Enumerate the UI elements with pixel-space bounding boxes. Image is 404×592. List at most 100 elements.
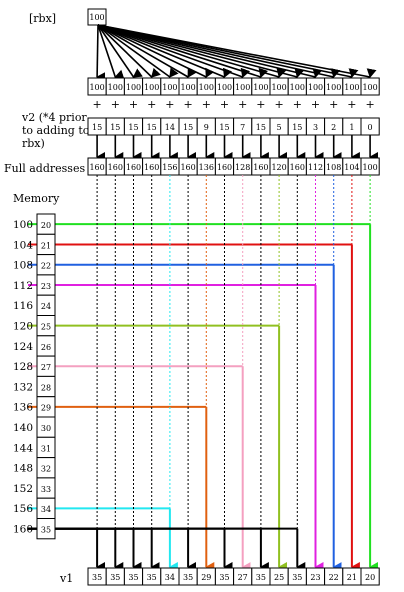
broadcast-arrow [97,24,197,78]
broadcast-arrow [97,24,215,78]
memory-value: 27 [41,363,51,372]
memory-value: 31 [41,444,51,453]
plus-sign: + [274,98,283,111]
v2-value: 15 [92,123,102,132]
full-address-value: 136 [199,163,214,172]
memory-address: 108 [13,260,33,272]
memory-value: 35 [41,526,51,535]
broadcast-value: 100 [126,83,141,92]
v1-value: 35 [219,573,229,582]
memory-gather-lines [28,223,379,572]
broadcast-arrow [97,24,161,78]
memory-address: 124 [13,341,33,353]
memory-address: 100 [13,219,33,231]
broadcast-value: 100 [180,83,195,92]
full-addresses-label: Full addresses [4,162,85,175]
plus-sign: + [365,98,374,111]
plus-sign: + [165,98,174,111]
memory-address: 116 [13,300,33,312]
memory-value: 24 [41,302,51,311]
v2-label-line3: rbx) [22,137,45,150]
broadcast-value: 100 [253,83,268,92]
v1-value: 35 [147,573,157,582]
v1-value: 23 [310,573,320,582]
v2-row: 15 15 15 15 14 15 9 15 7 15 5 15 3 2 1 0 [87,117,380,136]
v1-value: 35 [92,573,102,582]
v1-value: 27 [238,573,248,582]
full-address-value: 120 [271,163,286,172]
full-address-value: 160 [89,163,104,172]
v1-value: 34 [165,573,175,582]
memory-value: 28 [41,383,51,392]
rbx-value: 100 [89,13,104,22]
v2-value: 15 [128,123,138,132]
plus-sign: + [311,98,320,111]
full-address-value: 160 [217,163,232,172]
broadcast-arrow [97,24,251,78]
memory-address: 156 [13,503,33,515]
v2-value: 15 [183,123,193,132]
v1-value: 35 [128,573,138,582]
memory-value: 30 [41,424,51,433]
full-address-value: 108 [326,163,341,172]
full-address-value: 156 [162,163,177,172]
v1-value: 35 [256,573,266,582]
full-address-value: 112 [308,163,323,172]
full-address-value: 104 [344,163,359,172]
memory-value: 25 [41,323,51,332]
broadcast-row: 100 100 100 100 100 100 100 100 100 100 100 100 100 1… [87,77,380,96]
full-address-value: 160 [108,163,123,172]
memory-address: 160 [13,524,33,536]
plus-sign: + [347,98,356,111]
v1-value: 29 [201,573,211,582]
broadcast-value: 100 [344,83,359,92]
plus-sign: + [147,98,156,111]
memory-address: 140 [13,422,33,434]
v2-value: 15 [110,123,120,132]
v2-value: 7 [240,123,245,132]
plus-sign: + [220,98,229,111]
memory-cell [36,518,56,540]
full-address-value: 160 [253,163,268,172]
plus-sign: + [293,98,302,111]
full-address-value: 160 [180,163,195,172]
plus-sign: + [329,98,338,111]
plus-sign: + [256,98,265,111]
memory-value: 23 [41,282,51,291]
v2-value: 3 [313,123,318,132]
plus-row: + + + + + + + + + + + + + + + + [92,98,374,111]
memory-value: 32 [41,465,51,474]
full-address-value: 160 [126,163,141,172]
v2-value: 2 [331,123,336,132]
memory-address: 128 [13,361,33,373]
broadcast-value: 100 [362,83,377,92]
v1-value: 35 [183,573,193,582]
memory-value: 20 [41,221,51,230]
memory-address: 132 [13,381,33,393]
full-address-value: 160 [144,163,159,172]
plus-sign: + [238,98,247,111]
plus-sign: + [202,98,211,111]
memory-address: 120 [13,321,33,333]
v1-cell [360,567,380,586]
broadcast-value: 100 [235,83,250,92]
memory-address: 144 [13,442,33,454]
broadcast-arrow [96,24,106,83]
v1-value: 35 [292,573,302,582]
memory-address: 104 [13,239,33,251]
v2-value: 15 [147,123,157,132]
broadcast-arrow [97,24,233,78]
v2-value: 14 [165,123,175,132]
plus-sign: + [183,98,192,111]
memory-value: 22 [41,262,51,271]
memory-value: 33 [41,485,51,494]
full-addresses-row: 160 160 160 160 156 160 136 160 128 160 120 160 112 1… [87,157,380,176]
broadcast-arrow [97,24,377,78]
broadcast-arrow [97,24,179,78]
memory-value: 26 [41,343,51,352]
broadcast-value: 100 [308,83,323,92]
broadcast-value: 100 [326,83,341,92]
add-arrows [96,135,379,162]
broadcast-arrows [96,24,377,83]
